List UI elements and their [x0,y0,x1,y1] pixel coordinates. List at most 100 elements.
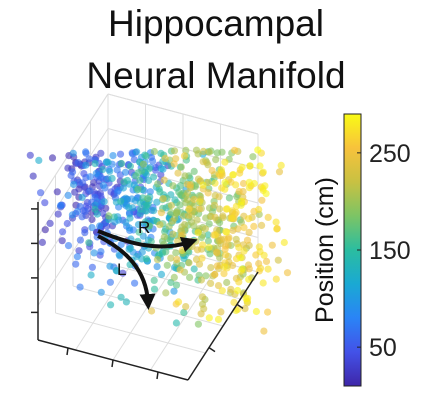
scatter-point [211,179,219,187]
scatter-point [144,195,152,203]
scatter-point [90,249,98,257]
scatter-point [231,146,239,154]
scatter-point [157,171,165,179]
scatter-point [207,264,215,272]
scatter-point [82,148,90,156]
scatter-point [178,246,186,255]
scatter-point [99,209,107,218]
scatter-point [134,185,142,193]
scatter-point [245,178,253,186]
scatter-point [212,156,220,164]
scatter-point [245,184,253,192]
scatter-point [117,293,125,301]
scatter-point [56,202,65,210]
scatter-point [73,253,81,261]
scatter-point [255,243,263,251]
scatter-point [179,212,187,220]
scatter-point [88,224,96,232]
scatter-point [197,310,205,318]
scatter-point [243,236,252,244]
scatter-point [82,161,90,169]
scatter-point [145,222,153,230]
scatter-point [260,251,268,259]
scatter-point [112,266,120,275]
axis-lines [31,202,259,381]
trajectory-annotations: R L [97,218,198,310]
scatter-point [162,289,170,297]
scatter-point [249,153,257,161]
scatter-point [104,158,112,166]
scatter-point [260,327,268,335]
arrow-left [97,234,156,310]
scatter-point [223,278,231,287]
scatter-point [119,184,127,192]
scatter-point [148,307,156,315]
scatter-point [75,247,83,255]
scatter-point [37,189,45,197]
y-axis-line [187,271,259,381]
scatter-point [53,188,61,196]
scatter-point [264,308,272,316]
scatter-point [173,208,181,216]
scatter-point [198,254,206,262]
scatter-point [264,265,272,273]
scatter-point [142,255,150,263]
scatter-point [142,207,150,215]
scatter-point [181,221,189,229]
scatter-point [133,148,141,156]
scatter-point [262,190,270,198]
scatter-point [213,262,221,270]
scatter-point [167,208,175,217]
scatter-point [167,278,175,287]
scatter-point [259,168,267,176]
scatter-point [91,160,99,168]
scatter-point [245,275,253,283]
chart-title-line-1: Hippocampal [108,3,324,44]
scatter-point [110,213,118,221]
scatter-point [199,158,207,166]
scatter-point [165,222,173,230]
scatter-point [145,176,153,185]
scatter-point [135,228,143,236]
scatter-point [221,245,229,253]
scatter-point [86,173,94,181]
scatter-point [182,303,190,311]
scatter-point [169,217,177,225]
scatter-point [220,270,228,278]
scatter-point [221,179,229,187]
scatter-point [170,160,178,168]
scatter-point [259,279,267,287]
scatter-point [167,254,175,262]
scatter-point [85,155,93,163]
scatter-point [217,308,225,316]
scatter-point [220,263,228,271]
scatter-point [150,207,158,215]
scatter-point [69,168,77,176]
grid-line [150,261,221,371]
scatter-point [228,214,236,222]
scatter-point [211,213,219,221]
scatter-point [170,273,178,281]
scatter-point [159,195,167,203]
scatter-point [69,149,77,157]
scatter-point [229,171,237,179]
scatter-point [133,252,141,261]
scatter-point [64,242,73,250]
scatter-point [194,320,202,328]
scatter-point [113,166,121,174]
arrow-right [97,229,198,253]
scatter-point [96,222,104,230]
colorbar-tick-label: 250 [369,140,411,168]
scatter-point [245,228,253,236]
scatter-point [227,285,235,293]
scatter-point [153,256,162,264]
scatter-point [153,263,161,271]
scatter-point [149,157,157,165]
scatter-point [163,261,171,269]
scatter-point [109,152,117,160]
scatter-point [156,221,164,229]
scatter-point [211,270,219,279]
scatter-point [190,265,198,273]
scatter-point [210,201,219,209]
x-axis-tick [156,371,159,380]
